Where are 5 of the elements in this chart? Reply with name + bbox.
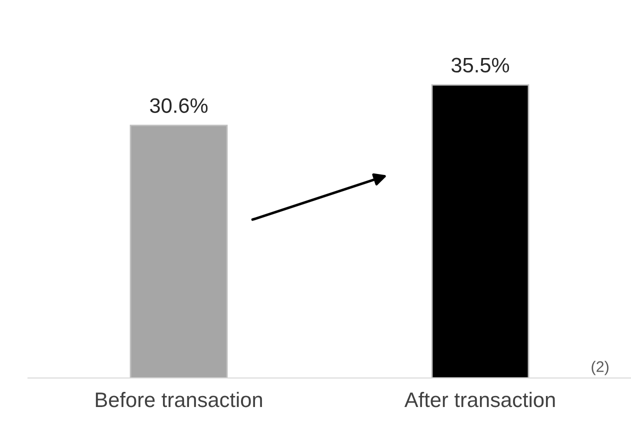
x-tick-label: Before transaction (96, 392, 262, 408)
data-label: 30.6% (150, 98, 208, 113)
annotation: (2) (592, 360, 608, 376)
x-tick-label: After transaction (404, 392, 555, 408)
data-label: 35.5% (452, 58, 510, 73)
